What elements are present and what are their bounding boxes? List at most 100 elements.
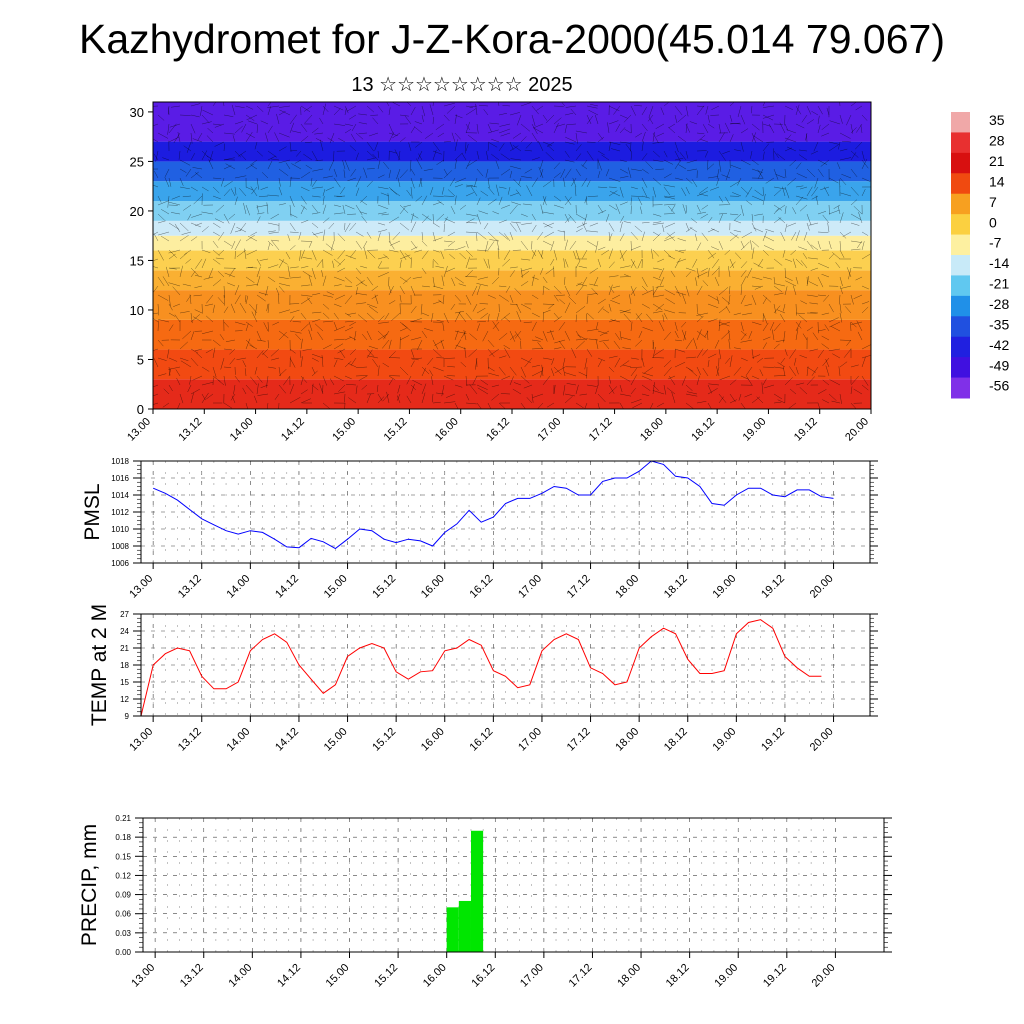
wind-barb [663,150,668,158]
wind-barb [278,203,286,206]
wind-barb [759,369,764,377]
wind-barb [366,303,378,308]
wind-barb [157,339,164,347]
wind-barb [194,172,203,179]
wind-barb [828,303,834,313]
wind-barb [531,157,540,161]
x-tick-label: 19.12 [759,573,787,601]
wind-barb [773,189,782,197]
wind-barb [355,132,364,140]
wind-barb [443,375,454,381]
wind-barb [685,356,697,359]
wind-barb [794,357,797,366]
wind-barb [153,402,159,405]
wind-barb [234,186,237,195]
wind-barb [660,107,665,116]
wind-barb [839,361,848,368]
wind-barb [589,222,599,227]
x-tick-label: 13.12 [176,416,204,444]
wind-barb [630,285,636,297]
wind-barb [245,105,254,110]
wind-barb [410,240,417,249]
wind-barb [334,294,346,300]
wind-barb [326,291,335,296]
wind-barb [840,192,852,197]
wind-barb [582,159,588,167]
wind-barb [838,294,841,305]
wind-barb [828,348,841,352]
wind-barb [501,375,511,380]
x-tick-label: 17.00 [516,726,544,754]
wind-barb [728,285,731,295]
wind-barb [685,186,690,195]
wind-barb [487,231,497,241]
wind-barb [740,240,745,249]
wind-barb [190,388,200,395]
y-tick-label: 0.09 [115,891,131,900]
wind-barb [668,205,676,215]
wind-barb [337,267,346,273]
wind-barb [153,184,159,188]
wind-barb [854,141,863,150]
wind-barb [333,357,344,360]
wind-barb [677,135,687,143]
wind-barb [575,330,581,339]
wind-barb [388,123,394,135]
wind-barb [429,104,434,116]
wind-barb [374,294,379,305]
wind-barb [185,258,192,264]
wind-barb [817,168,824,177]
wind-barb [154,171,159,179]
wind-barb [476,285,481,296]
wind-barb [421,250,429,260]
wind-barb [377,150,380,159]
wind-barb [753,135,764,143]
wind-barb [410,177,415,189]
wind-barb [322,189,326,197]
x-tick-label: 19.12 [792,416,820,444]
wind-barb [544,231,555,238]
y-tick-label: 1018 [111,457,129,466]
temp-band [153,319,871,350]
wind-barb [444,218,456,224]
colorbar-swatch [951,357,970,379]
wind-barb [564,196,572,206]
wind-barb [666,232,676,242]
wind-barb [741,231,753,238]
wind-barb [653,348,665,356]
wind-barb [652,346,656,359]
wind-barb [256,294,266,302]
wind-barb [810,150,819,155]
wind-barb [773,186,786,190]
wind-barb [812,332,819,341]
wind-barb [358,132,368,134]
wind-barb [153,233,159,242]
wind-barb [276,287,280,296]
wind-barb [344,295,353,305]
wind-barb [613,105,621,115]
wind-barb [608,375,612,384]
wind-barb [729,102,735,107]
wind-barb [234,239,241,251]
wind-barb [509,366,517,376]
wind-barb [412,357,423,360]
wind-barb [267,105,280,108]
x-tick-label: 20.00 [808,573,836,601]
wind-barb [607,122,610,134]
wind-barb [806,240,814,250]
wind-barb [861,344,871,350]
wind-barb [474,177,478,187]
wind-barb [505,285,511,293]
wind-barb [246,249,258,256]
wind-barb [586,150,594,161]
wind-barb [257,393,269,396]
wind-barb [680,321,687,328]
wind-barb [630,245,641,251]
wind-barb [472,375,478,385]
wind-barb [244,368,247,377]
wind-barb [564,239,568,251]
y-tick-label: 9 [125,712,130,721]
wind-barb [619,265,631,269]
wind-barb [163,388,170,395]
wind-barb [322,103,327,116]
